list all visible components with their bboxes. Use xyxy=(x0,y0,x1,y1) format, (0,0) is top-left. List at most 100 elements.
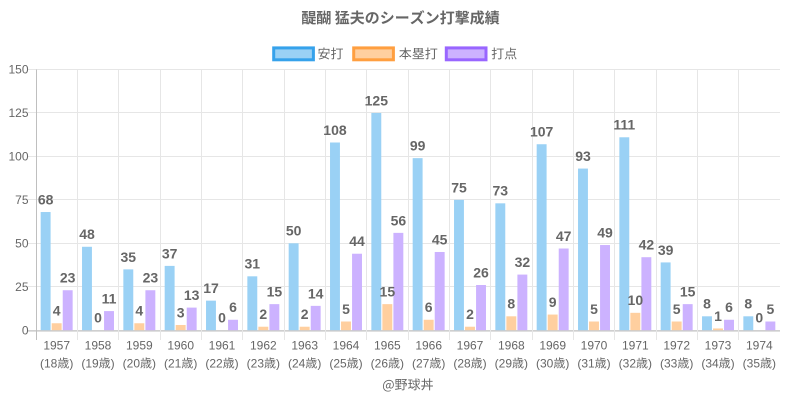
svg-text:(21: (21 xyxy=(164,356,182,370)
svg-text:44: 44 xyxy=(349,233,365,249)
svg-text:5: 5 xyxy=(342,301,350,317)
svg-text:): ) xyxy=(441,356,445,370)
svg-text:5: 5 xyxy=(673,301,681,317)
svg-text:): ) xyxy=(689,356,693,370)
svg-text:0: 0 xyxy=(755,310,763,326)
svg-text:): ) xyxy=(111,356,115,370)
svg-text:): ) xyxy=(276,356,280,370)
svg-text:(35: (35 xyxy=(743,356,761,370)
svg-text:107: 107 xyxy=(530,124,554,140)
svg-text:(31: (31 xyxy=(577,356,595,370)
svg-text:31: 31 xyxy=(245,256,261,272)
svg-text:0: 0 xyxy=(218,310,226,326)
svg-text:1957: 1957 xyxy=(43,339,70,353)
svg-text:5: 5 xyxy=(590,301,598,317)
svg-text:39: 39 xyxy=(658,242,674,258)
svg-text:1962: 1962 xyxy=(250,339,277,353)
svg-text:1968: 1968 xyxy=(498,339,525,353)
svg-text:17: 17 xyxy=(203,280,219,296)
svg-text:2: 2 xyxy=(466,306,474,322)
svg-text:(19: (19 xyxy=(81,356,99,370)
svg-text:(20: (20 xyxy=(123,356,141,370)
svg-text:23: 23 xyxy=(143,270,159,286)
svg-text:0: 0 xyxy=(94,310,102,326)
svg-text:): ) xyxy=(235,356,239,370)
svg-text:8: 8 xyxy=(703,296,711,312)
svg-text:47: 47 xyxy=(556,228,572,244)
svg-text:1964: 1964 xyxy=(333,339,360,353)
svg-text:1967: 1967 xyxy=(457,339,484,353)
svg-text:): ) xyxy=(731,356,735,370)
svg-text:111: 111 xyxy=(613,117,635,133)
svg-text:15: 15 xyxy=(680,284,696,300)
svg-text:1: 1 xyxy=(714,308,722,324)
svg-text:125: 125 xyxy=(365,92,389,108)
svg-text:37: 37 xyxy=(162,245,178,261)
svg-text:6: 6 xyxy=(725,299,733,315)
svg-text:0: 0 xyxy=(22,323,29,337)
svg-text:1961: 1961 xyxy=(209,339,236,353)
svg-text:): ) xyxy=(359,356,363,370)
svg-text:1966: 1966 xyxy=(415,339,442,353)
svg-text:3: 3 xyxy=(177,304,185,320)
svg-text:56: 56 xyxy=(391,212,407,228)
svg-text:35: 35 xyxy=(121,249,137,265)
svg-text:1965: 1965 xyxy=(374,339,401,353)
svg-text:(32: (32 xyxy=(619,356,637,370)
svg-text:9: 9 xyxy=(549,294,557,310)
svg-text:1958: 1958 xyxy=(85,339,112,353)
svg-text:1970: 1970 xyxy=(581,339,608,353)
svg-text:(33: (33 xyxy=(660,356,678,370)
svg-text:93: 93 xyxy=(575,148,591,164)
svg-text:(24: (24 xyxy=(288,356,306,370)
svg-text:): ) xyxy=(648,356,652,370)
svg-text:1972: 1972 xyxy=(663,339,690,353)
svg-text:): ) xyxy=(317,356,321,370)
svg-text:75: 75 xyxy=(15,193,29,207)
svg-text:): ) xyxy=(772,356,776,370)
svg-text:15: 15 xyxy=(380,284,396,300)
svg-text:): ) xyxy=(565,356,569,370)
svg-text:(27: (27 xyxy=(412,356,430,370)
svg-text:1963: 1963 xyxy=(291,339,318,353)
svg-text:(25: (25 xyxy=(329,356,347,370)
svg-text:1969: 1969 xyxy=(539,339,566,353)
svg-text:(28: (28 xyxy=(453,356,471,370)
svg-text:2: 2 xyxy=(259,306,267,322)
svg-text:125: 125 xyxy=(8,106,28,120)
svg-text:(23: (23 xyxy=(247,356,265,370)
svg-text:10: 10 xyxy=(628,292,644,308)
svg-text:8: 8 xyxy=(507,296,515,312)
svg-text:4: 4 xyxy=(53,303,61,319)
svg-text:(22: (22 xyxy=(205,356,223,370)
svg-text:68: 68 xyxy=(38,191,54,207)
svg-text:50: 50 xyxy=(286,223,302,239)
svg-text:32: 32 xyxy=(515,254,531,270)
svg-text:(34: (34 xyxy=(701,356,719,370)
svg-text:8: 8 xyxy=(744,296,752,312)
svg-text:5: 5 xyxy=(766,301,774,317)
svg-text:25: 25 xyxy=(15,280,29,294)
svg-text:1960: 1960 xyxy=(167,339,194,353)
svg-text:4: 4 xyxy=(135,303,143,319)
svg-text:26: 26 xyxy=(473,264,489,280)
svg-text:45: 45 xyxy=(432,231,448,247)
svg-text:48: 48 xyxy=(79,226,95,242)
svg-text:75: 75 xyxy=(451,179,467,195)
svg-text:(30: (30 xyxy=(536,356,554,370)
svg-text:23: 23 xyxy=(60,270,76,286)
svg-text:1974: 1974 xyxy=(746,339,773,353)
svg-text:50: 50 xyxy=(15,237,29,251)
svg-text:): ) xyxy=(524,356,528,370)
svg-text:): ) xyxy=(193,356,197,370)
svg-text:42: 42 xyxy=(639,237,655,253)
svg-text:6: 6 xyxy=(229,299,237,315)
svg-text:1959: 1959 xyxy=(126,339,153,353)
svg-text:6: 6 xyxy=(425,299,433,315)
svg-text:73: 73 xyxy=(493,183,509,199)
svg-text:(29: (29 xyxy=(495,356,513,370)
svg-text:(18: (18 xyxy=(40,356,58,370)
svg-text:13: 13 xyxy=(184,287,200,303)
svg-text:): ) xyxy=(483,356,487,370)
svg-text:(26: (26 xyxy=(371,356,389,370)
